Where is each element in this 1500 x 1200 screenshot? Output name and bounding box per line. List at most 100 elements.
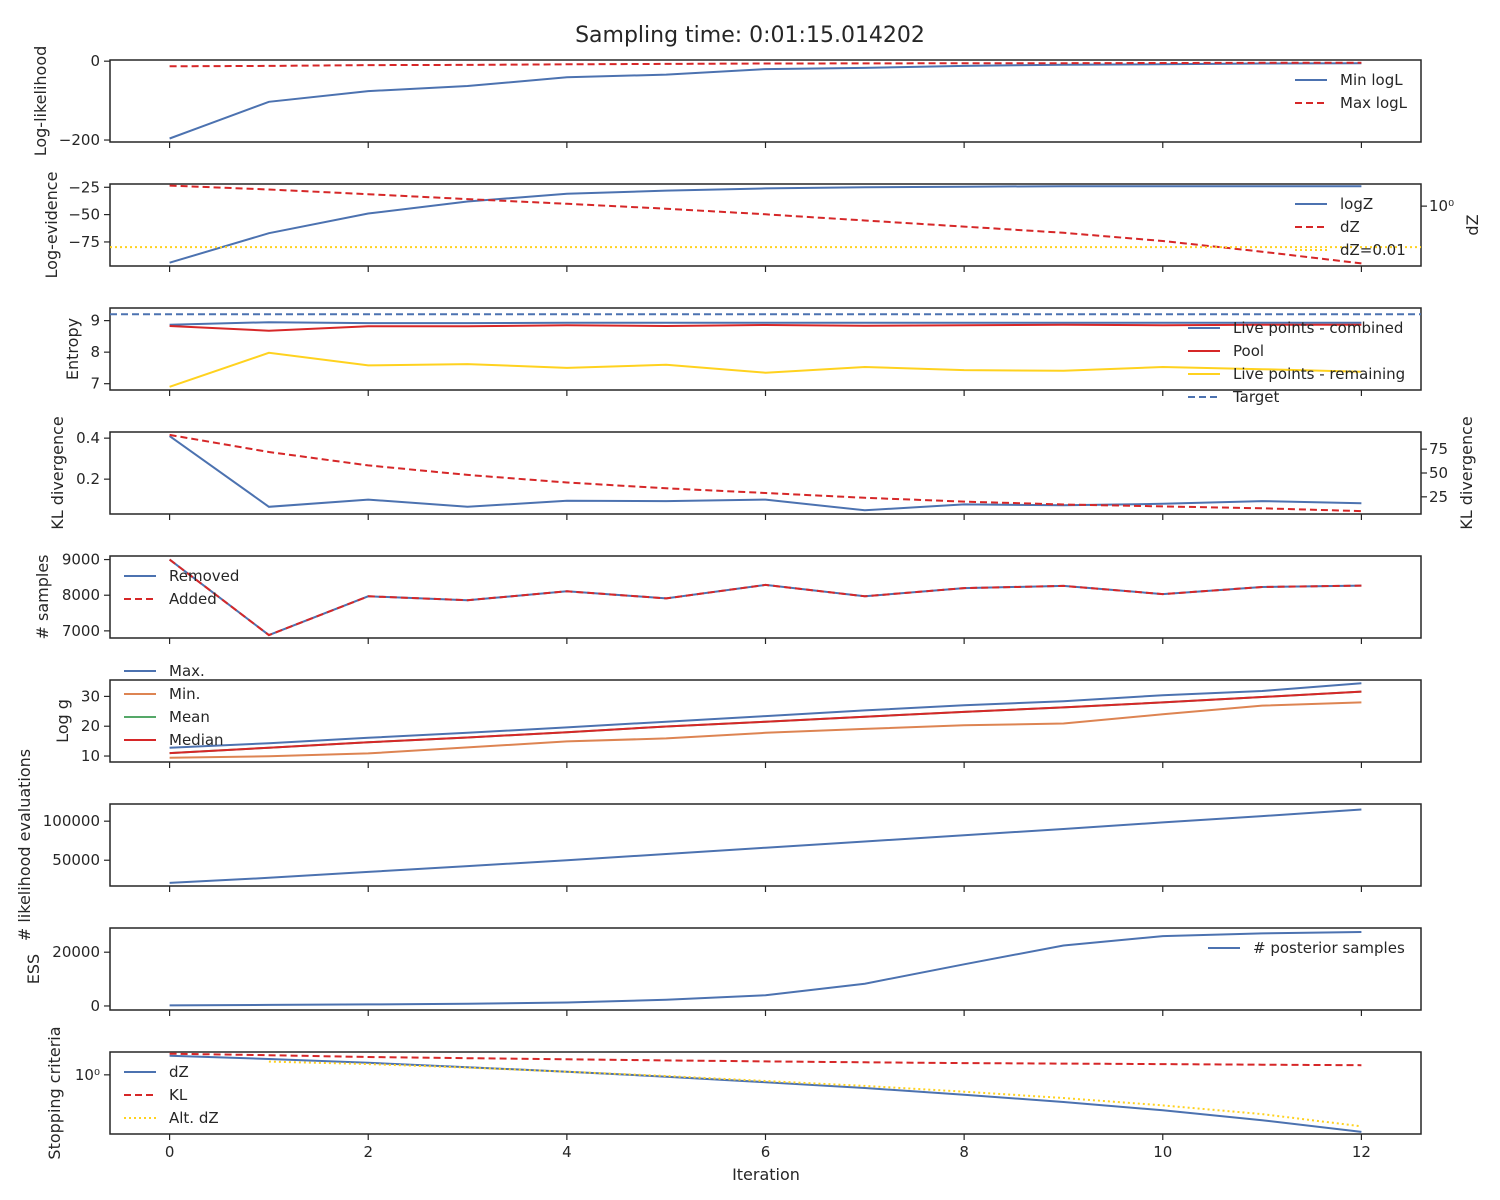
y-tick-label: −50 <box>68 206 100 224</box>
plot-frame <box>109 1051 1422 1135</box>
y-tick-label: 0.4 <box>76 429 100 447</box>
x-tick-label: 4 <box>562 1143 572 1161</box>
y2-tick-label: 10⁰ <box>1429 197 1454 215</box>
y2-axis-label: KL divergence <box>1457 416 1476 529</box>
y-axis-label: KL divergence <box>48 416 67 529</box>
legend-label: Added <box>169 590 217 608</box>
x-tick-label: 10 <box>1153 1143 1172 1161</box>
series-pool <box>169 323 1362 332</box>
y-tick-label: 7 <box>90 375 100 393</box>
series-alt-dz <box>268 1060 1362 1128</box>
y-tick-label: 8 <box>90 343 100 361</box>
series-kl <box>169 1052 1362 1067</box>
y-axis-label: # likelihood evaluations <box>15 749 34 941</box>
series-group <box>169 1052 1362 1133</box>
y-axis-label: Stopping criteria <box>45 1026 64 1159</box>
series-line-1 <box>169 435 1362 512</box>
y-tick-label: 9 <box>90 312 100 330</box>
series-group <box>168 558 1362 637</box>
y-tick-label: 20 <box>81 717 100 735</box>
plot-frame <box>109 927 1422 1011</box>
y-axis-label: Log-evidence <box>42 172 61 279</box>
series-group <box>169 808 1362 884</box>
panel-2: −25 −50 −75 10⁰ dZ Log-evidence logZ dZ dZ=0.01 <box>42 172 1482 279</box>
y-tick-label: 30 <box>81 687 100 705</box>
y2-tick-label: 25 <box>1429 488 1448 506</box>
y-tick-label: −25 <box>68 178 100 196</box>
series-max <box>169 682 1362 749</box>
y-tick-label: 100000 <box>43 812 100 830</box>
series-removed <box>168 558 1362 637</box>
plot-frame <box>109 59 1422 143</box>
legend-label: Live points - remaining <box>1233 365 1405 383</box>
legend-label: Mean <box>169 708 210 726</box>
y-axis-label: # samples <box>33 555 52 640</box>
y-tick-label: 0 <box>90 997 100 1015</box>
series-line-1 <box>169 808 1362 884</box>
series-group <box>169 931 1362 1007</box>
legend-label: Max logL <box>1340 94 1408 112</box>
legend-label: dZ=0.01 <box>1340 241 1406 259</box>
series-group <box>110 313 1421 388</box>
plot-frame <box>109 803 1422 887</box>
legend-label: Min logL <box>1340 71 1403 89</box>
x-tick-label: 12 <box>1352 1143 1371 1161</box>
y-tick-label: 10 <box>81 747 100 765</box>
series-max-logl <box>169 61 1362 68</box>
panel-9: 10⁰ Stopping criteria dZ KL Alt. dZ <box>45 1026 1422 1160</box>
legend-label: logZ <box>1340 195 1373 213</box>
panel-1: 0 −200 Log-likelihood Min logL Max logL <box>31 46 1422 157</box>
series-group <box>169 433 1362 513</box>
series-added <box>168 558 1362 637</box>
series-group <box>169 61 1362 140</box>
legend-label: Pool <box>1233 342 1264 360</box>
series-posterior-samples <box>169 931 1362 1007</box>
x-axis: 0 2 4 6 8 10 12 <box>165 1143 1371 1161</box>
panel-5: 9000 8000 7000 # samples Removed Added <box>33 551 1422 644</box>
panel-4: 0.4 0.2 75 50 25 KL divergence KL divergence <box>48 416 1476 529</box>
y-tick-label: 9000 <box>62 551 100 569</box>
legend-label: Min. <box>169 685 200 703</box>
y-tick-label: 7000 <box>62 622 100 640</box>
series-group <box>169 682 1362 759</box>
y-tick-label: −200 <box>59 131 100 149</box>
x-tick-label: 2 <box>363 1143 373 1161</box>
panel-3: 9 8 7 Entropy Live points - combined Pool Live… <box>63 307 1422 406</box>
y-tick-label: 8000 <box>62 586 100 604</box>
y-tick-label: 10⁰ <box>75 1066 100 1084</box>
series-logz <box>169 185 1362 264</box>
legend-label: dZ <box>1340 218 1360 236</box>
x-tick-label: 6 <box>761 1143 771 1161</box>
plot-frame <box>109 307 1422 391</box>
y2-tick-label: 75 <box>1429 440 1448 458</box>
y-tick-label: −75 <box>68 233 100 251</box>
panel-8: 20000 0 ESS # posterior samples <box>24 927 1422 1016</box>
series-group <box>110 184 1421 265</box>
legend-label: Target <box>1232 388 1280 406</box>
y-tick-label: 50000 <box>52 851 100 869</box>
y-tick-label: 0.2 <box>76 470 100 488</box>
legend-label: KL <box>169 1086 188 1104</box>
y-tick-label: 20000 <box>52 943 100 961</box>
legend-label: Live points - combined <box>1233 319 1403 337</box>
y-axis-label: ESS <box>24 954 43 984</box>
series-dz <box>169 184 1362 265</box>
y-axis-label: Entropy <box>63 318 82 380</box>
y-axis-label: Log g <box>53 699 72 743</box>
plot-frame <box>109 555 1422 639</box>
x-axis-label: Iteration <box>732 1165 800 1184</box>
legend-label: Max. <box>169 662 205 680</box>
legend-label: Removed <box>169 567 239 585</box>
y-tick-label: 0 <box>90 52 100 70</box>
legend-label: Alt. dZ <box>169 1109 219 1127</box>
y-axis-label: Log-likelihood <box>31 46 50 157</box>
y2-tick-label: 50 <box>1429 464 1448 482</box>
legend-label: Median <box>169 731 224 749</box>
series-median <box>169 690 1362 755</box>
figure-title: Sampling time: 0:01:15.014202 <box>575 23 925 48</box>
series-line-2 <box>169 433 1362 513</box>
legend-label: dZ <box>169 1063 189 1081</box>
series-live-points-combined <box>169 321 1362 326</box>
panel-6: 30 20 10 Log g Max. Min. Mean Median <box>53 662 1422 768</box>
